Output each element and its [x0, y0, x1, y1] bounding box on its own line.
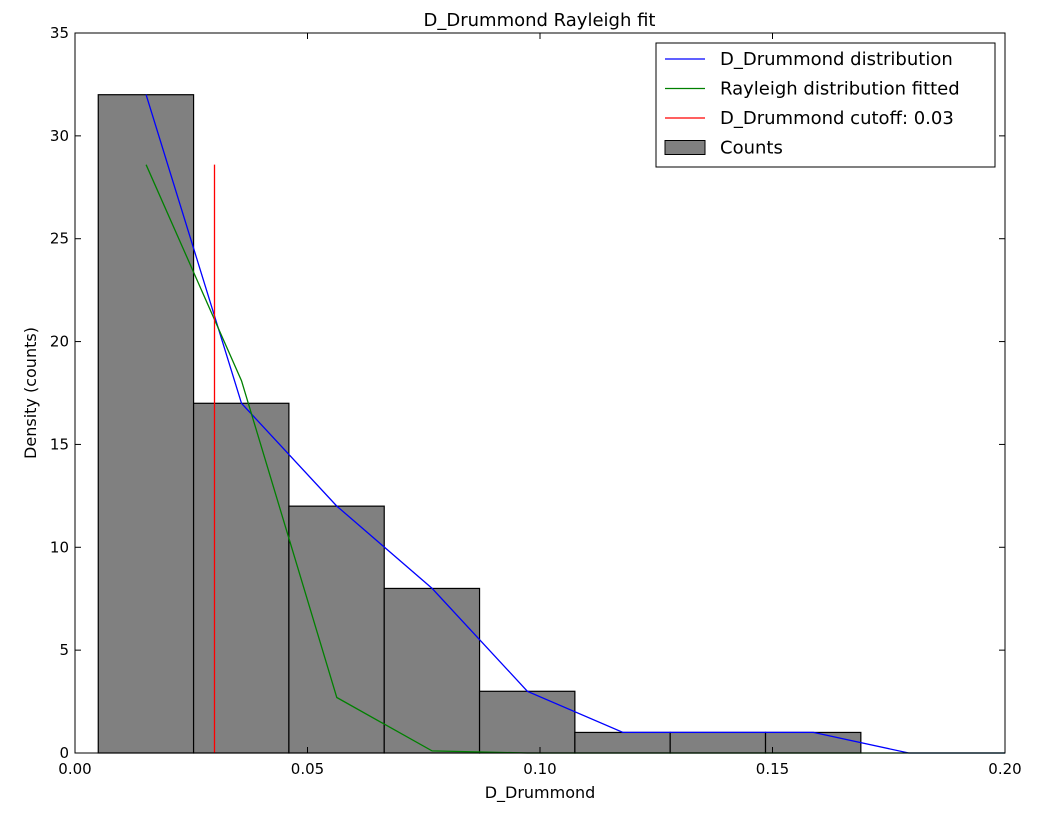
- y-tick-label-6: 30: [50, 127, 69, 145]
- legend-label-3: Counts: [720, 138, 783, 159]
- histogram-bar-5: [574, 731, 671, 754]
- histogram-bars: [97, 94, 862, 754]
- y-tick-label-1: 5: [59, 641, 69, 659]
- legend-label-2: D_Drummond cutoff: 0.03: [720, 108, 954, 129]
- y-tick-label-5: 25: [50, 230, 69, 248]
- x-tick-label-3: 0.15: [756, 760, 789, 778]
- legend-box: [655, 42, 996, 168]
- legend-swatch-3: [664, 140, 706, 155]
- legend-label-1: Rayleigh distribution fitted: [720, 79, 960, 100]
- axis-ticks: [74, 32, 1006, 754]
- x-axis-label: D_Drummond: [485, 783, 596, 803]
- x-tick-label-4: 0.20: [988, 760, 1021, 778]
- legend-label-0: D_Drummond distribution: [720, 49, 953, 70]
- histogram-bar-2: [288, 505, 385, 754]
- histogram-bar-4: [478, 690, 576, 754]
- series-line-0: [145, 94, 1005, 754]
- y-axis-label: Density (counts): [21, 327, 40, 459]
- y-tick-label-0: 0: [59, 744, 69, 762]
- histogram-bar-0: [97, 94, 195, 754]
- x-tick-label-2: 0.10: [523, 760, 556, 778]
- y-tick-label-7: 35: [50, 24, 69, 42]
- histogram-bar-3: [383, 587, 481, 754]
- legend: D_Drummond distribution Rayleigh distribu…: [655, 42, 996, 168]
- y-tick-label-2: 10: [50, 538, 69, 556]
- chart-title: D_Drummond Rayleigh fit: [424, 10, 656, 31]
- histogram-bar-7: [764, 731, 862, 754]
- x-tick-label-0: 0.00: [58, 760, 91, 778]
- y-tick-label-4: 20: [50, 333, 69, 351]
- x-tick-label-1: 0.05: [291, 760, 324, 778]
- tick-labels: 0.00 0.05 0.10 0.15 0.20 0 5 10 15 20 25 30 35: [50, 24, 1022, 778]
- y-tick-label-3: 15: [50, 435, 69, 453]
- histogram-bar-6: [669, 731, 767, 754]
- histogram-bar-1: [192, 402, 290, 754]
